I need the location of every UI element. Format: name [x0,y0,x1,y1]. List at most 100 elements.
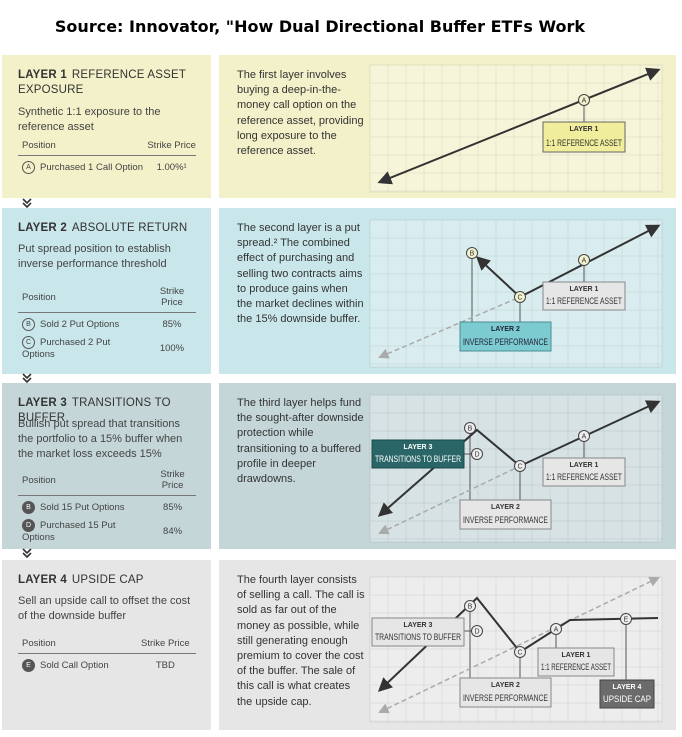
label-box [542,281,626,311]
column-header: Position [18,140,144,156]
position-table: Position Strike Price B Sold 15 Put Options… [18,469,196,543]
table-row: E Sold Call Option TBD [18,654,196,677]
label-box [537,647,615,677]
position-text: Sold 2 Put Options [40,319,120,331]
position-text: Purchased 2 Put Options [22,337,111,360]
box-label: 1:1 REFERENCE ASSET [546,138,622,148]
box-title: LAYER 3 [404,622,433,629]
position-cell: B Sold 2 Put Options [18,313,144,336]
position-text: Purchased 15 Put Options [22,520,116,543]
strike-point [464,422,476,434]
column-header: Strike Price [143,140,196,156]
strike-point-label: E [624,617,629,624]
box-label: TRANSITIONS TO BUFFER [375,632,461,642]
position-text: Sold Call Option [40,660,109,672]
layer-heading: LAYER 1 REFERENCE ASSET EXPOSURE [18,68,198,98]
label-box [542,457,626,487]
dashed-line [378,576,660,714]
position-cell: D Purchased 15 Put Options [18,519,145,543]
strike-point [514,646,526,658]
strike-point-label: D [474,452,479,459]
box-label: TRANSITIONS TO BUFFER [375,454,461,464]
position-table: Position Strike Price B Sold 2 Put Options 8… [18,286,196,360]
chevron [22,198,32,559]
strike-point-label: B [468,426,473,433]
strike-point-label: C [517,295,522,302]
table-header: Position Strike Price [18,140,196,156]
dashed-line [378,296,521,359]
table-row: B Sold 15 Put Options 85% [18,496,196,519]
strike-point [464,600,476,612]
box-title: LAYER 1 [562,652,591,659]
layer-number: LAYER 4 [18,574,67,586]
box-label: INVERSE PERFORMANCE [463,515,548,525]
page-title: Source: Innovator, "How Dual Directional… [54,17,586,36]
strike-point-label: C [517,650,522,657]
layer-summary: Sell an upside call to offset the cost o… [18,595,191,622]
strike-point [514,460,526,472]
layer-heading: LAYER 4 UPSIDE CAP [18,573,198,588]
strike-point [578,254,590,266]
layer-summary: Put spread position to establish inverse… [18,243,171,270]
layer-panel: LAYER 1 REFERENCE ASSET EXPOSURE Synthetic… [2,55,211,198]
label-box [371,617,465,647]
position-text: Purchased 1 Call Option [40,162,143,174]
strike-point [466,247,478,259]
strike-point [550,623,562,635]
layer-summary: Bullish put spread that transitions the … [18,418,183,460]
label-box [459,677,552,708]
box-title: LAYER 2 [491,326,520,333]
box-title: LAYER 2 [491,682,520,689]
strike-point-label: A [582,98,587,105]
layer-name: UPSIDE CAP [71,574,144,586]
position-cell: A Purchased 1 Call Option [18,156,143,179]
label-box [459,321,552,352]
layer-description: The fourth layer consists of selling a c… [237,574,365,708]
position-cell: C Purchased 2 Put Options [18,336,144,360]
position-marker: B [22,318,35,331]
label-box [371,439,465,469]
layer-number: LAYER 3 [18,397,67,409]
payoff-line [377,67,661,185]
layer-panel: LAYER 4 UPSIDE CAP Sell an upside call to … [2,560,211,730]
strike-point [514,291,526,303]
layer-summary: Synthetic 1:1 exposure to the reference … [18,106,161,133]
column-header: Position [18,638,131,654]
layer-heading: LAYER 3 TRANSITIONS TO BUFFER [18,396,198,426]
strike-point-label: B [468,604,473,611]
table-row: D Purchased 15 Put Options 84% [18,519,196,543]
layer-panel: LAYER 2 ABSOLUTE RETURN Put spread positio… [2,208,211,374]
strike-point-label: C [517,464,522,471]
layer-number: LAYER 1 [18,69,67,81]
position-cell: B Sold 15 Put Options [18,496,145,519]
table-row: B Sold 2 Put Options 85% [18,313,196,336]
column-header: Strike Price [145,469,196,496]
layer-description: The first layer involves buying a deep-i… [237,69,364,158]
table-header: Position Strike Price [18,469,196,496]
position-marker: A [22,161,35,174]
layer-heading: LAYER 2 ABSOLUTE RETURN [18,221,198,236]
position-table: Position Strike Price E Sold Call Option TBD [18,638,196,677]
box-title: LAYER 1 [570,126,599,133]
column-header: Strike Price [143,286,196,313]
label-box [542,121,626,153]
position-text: Sold 15 Put Options [40,502,125,514]
strike-point-label: D [474,629,479,636]
strike-cell: 100% [159,342,185,354]
strike-point [471,625,483,637]
strike-point [578,94,590,106]
position-cell: E Sold Call Option [18,654,131,677]
strike-cell: 85% [162,319,182,330]
layer-name: REFERENCE ASSET EXPOSURE [18,69,186,96]
label-box [459,499,552,530]
box-label: INVERSE PERFORMANCE [463,337,548,347]
column-header: Position [18,286,144,313]
box-title: LAYER 2 [491,504,520,511]
table-row: C Purchased 2 Put Options 100% [18,336,196,360]
label-box [599,679,655,709]
box-title: LAYER 1 [570,286,599,293]
box-title: LAYER 4 [613,684,642,691]
table-header: Position Strike Price [18,286,196,313]
